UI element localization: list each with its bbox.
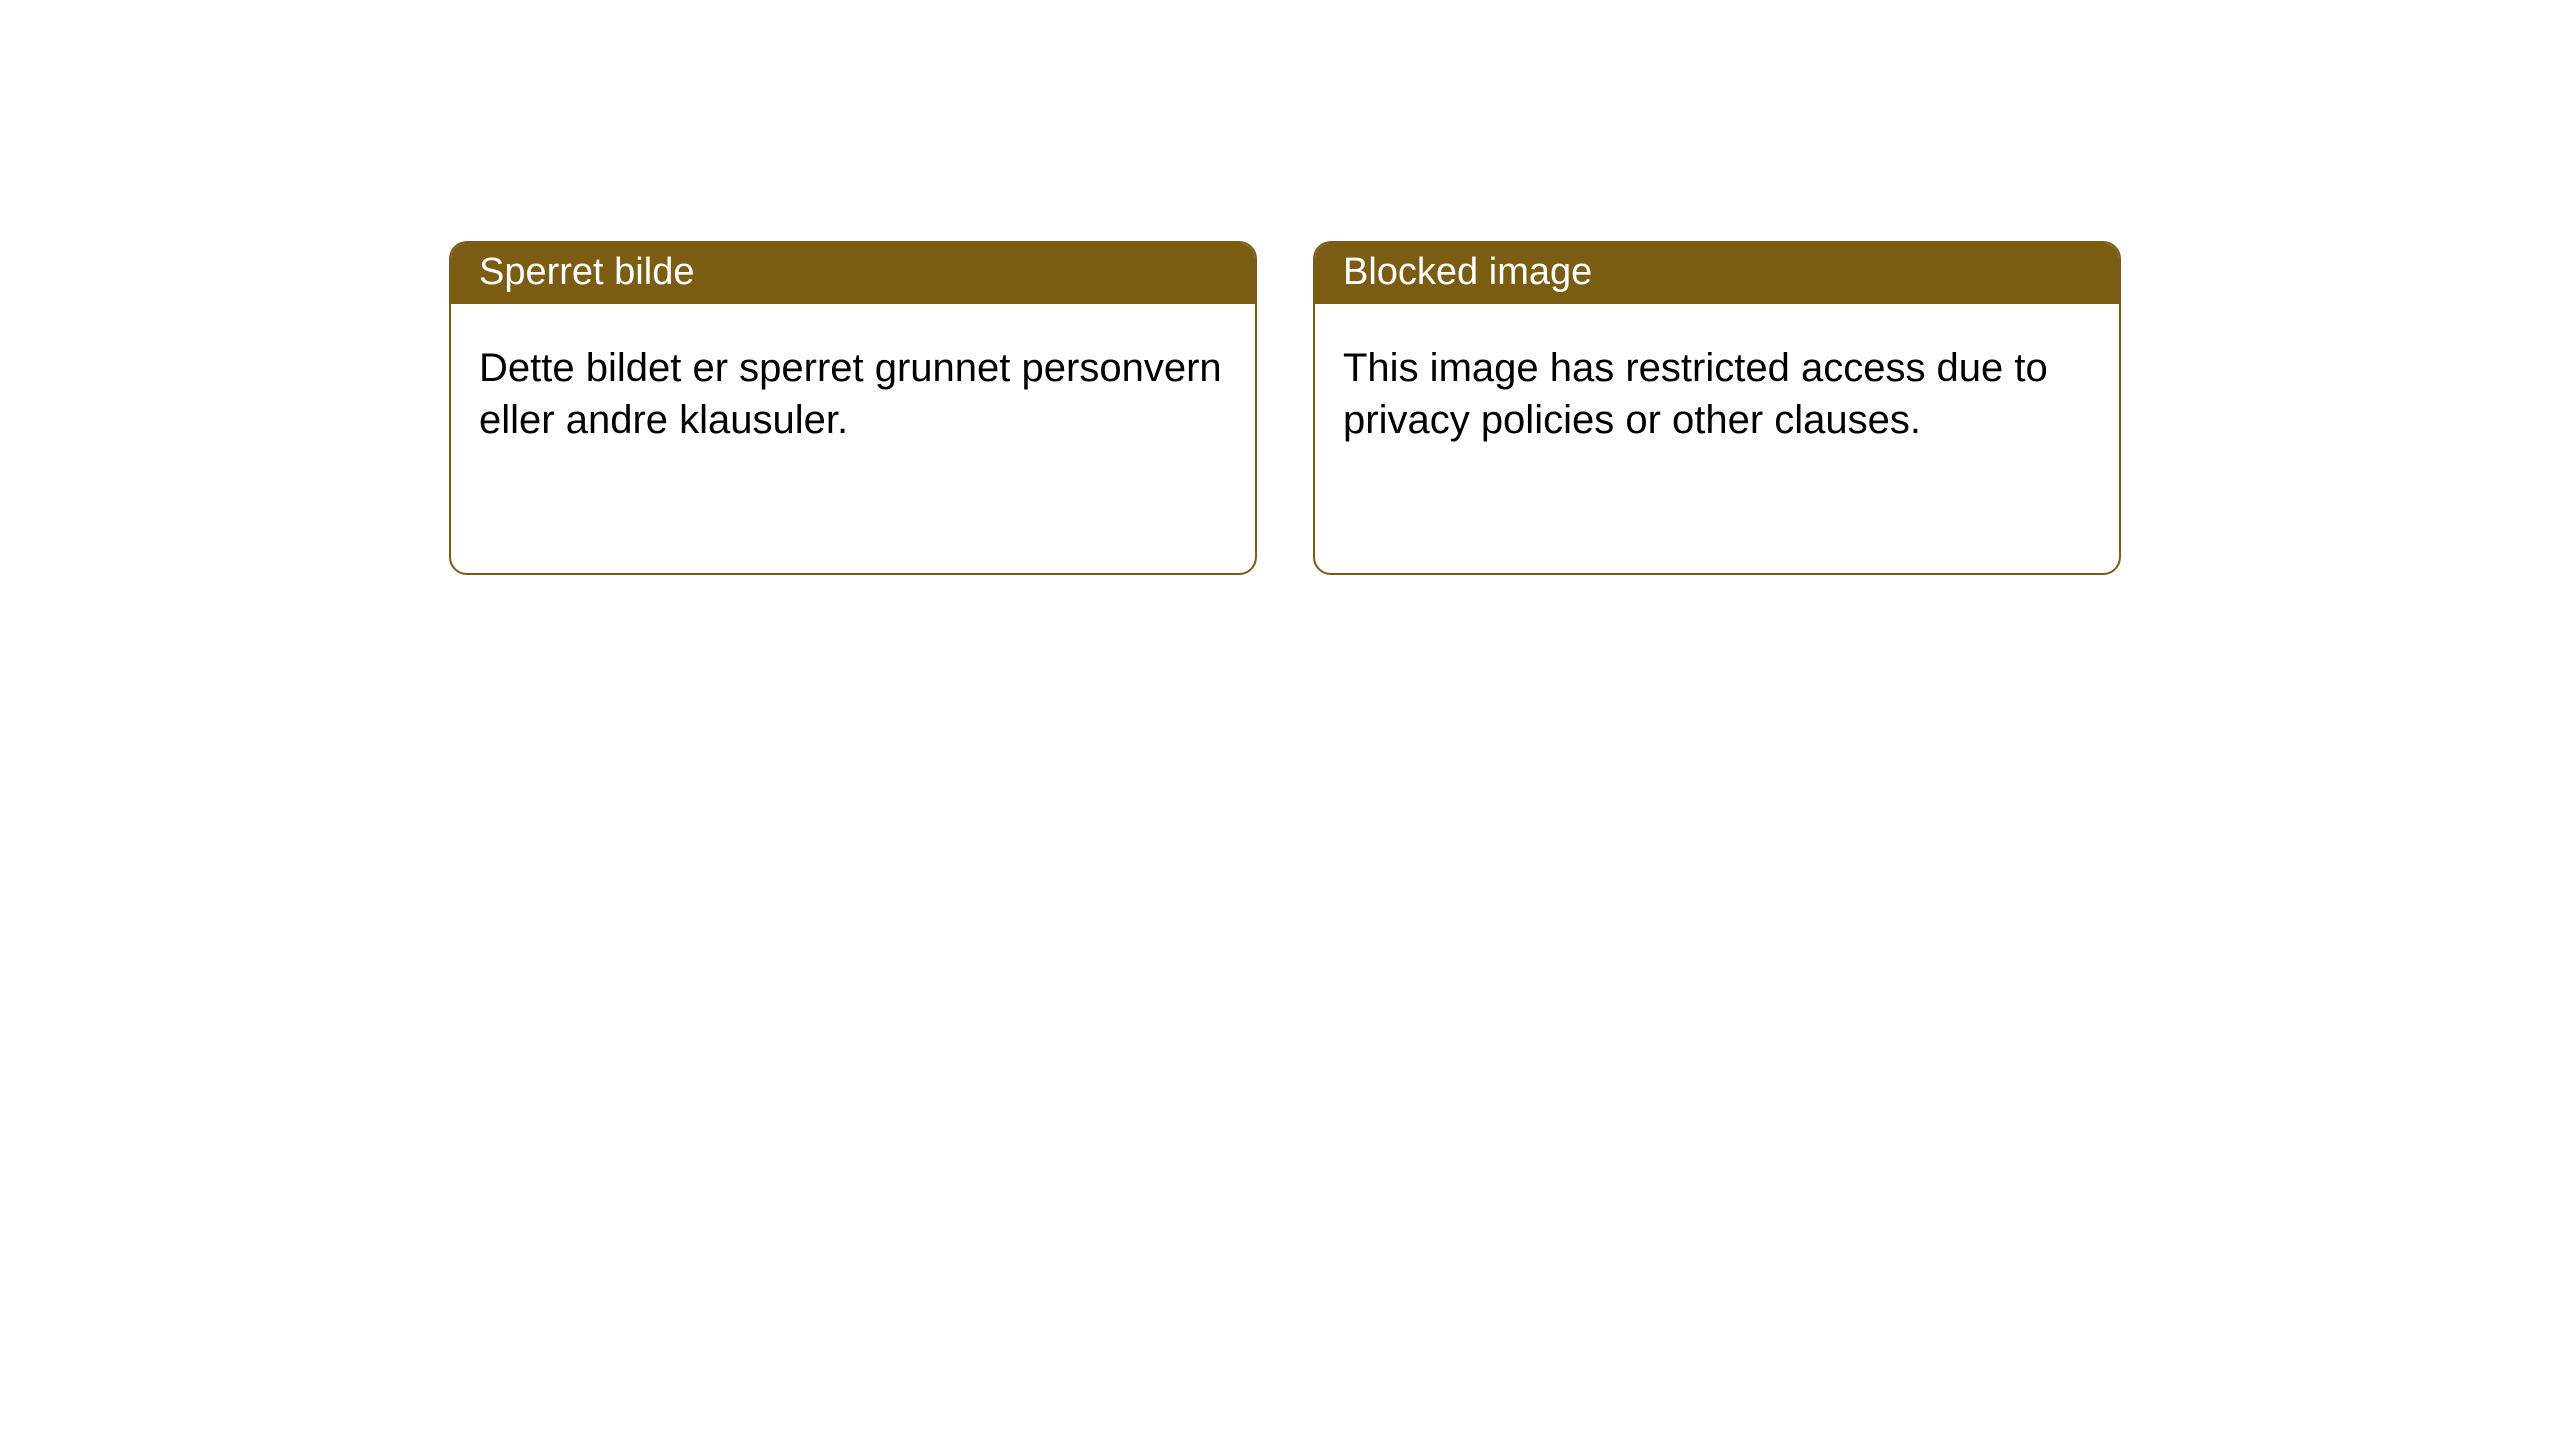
notice-cards-container: Sperret bilde Dette bildet er sperret gr… <box>0 0 2560 575</box>
card-body-text: This image has restricted access due to … <box>1343 346 2048 442</box>
card-body-text: Dette bildet er sperret grunnet personve… <box>479 346 1222 442</box>
card-body: Dette bildet er sperret grunnet personve… <box>451 304 1255 474</box>
notice-card-norwegian: Sperret bilde Dette bildet er sperret gr… <box>449 241 1257 575</box>
card-header: Blocked image <box>1315 243 2119 304</box>
card-body: This image has restricted access due to … <box>1315 304 2119 474</box>
notice-card-english: Blocked image This image has restricted … <box>1313 241 2121 575</box>
card-header: Sperret bilde <box>451 243 1255 304</box>
card-title: Blocked image <box>1343 251 1592 293</box>
card-title: Sperret bilde <box>479 251 694 293</box>
